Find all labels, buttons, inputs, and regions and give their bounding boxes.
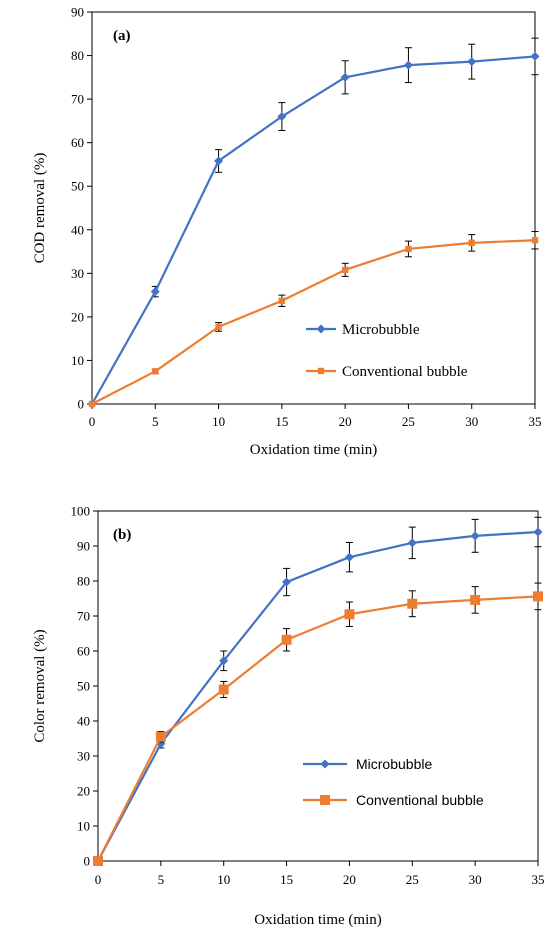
data-point <box>407 598 418 609</box>
y-axis-title: COD removal (%) <box>32 153 48 264</box>
x-tick-label: 15 <box>280 872 293 887</box>
data-point <box>407 538 417 548</box>
legend-entry-microbubble: Microbubble <box>303 756 432 772</box>
x-tick-label: 35 <box>532 872 545 887</box>
y-tick-label: 50 <box>77 679 90 694</box>
data-point <box>468 239 475 247</box>
panel-label: (b) <box>113 527 131 543</box>
y-tick-label: 40 <box>71 222 84 237</box>
y-tick-label: 20 <box>71 309 84 324</box>
data-point <box>218 684 229 695</box>
data-point <box>470 531 480 541</box>
series-microbubble <box>87 37 540 409</box>
data-point <box>403 60 413 70</box>
x-tick-label: 5 <box>158 872 165 887</box>
data-point <box>531 237 539 244</box>
data-point <box>155 731 166 742</box>
data-point <box>467 57 477 67</box>
y-axis-title: Color removal (%) <box>32 629 48 742</box>
x-tick-label: 5 <box>152 414 159 429</box>
legend-label: Microbubble <box>356 756 432 772</box>
data-point <box>530 51 540 61</box>
data-point <box>150 287 160 297</box>
x-tick-label: 10 <box>217 872 230 887</box>
y-tick-label: 50 <box>71 179 84 194</box>
x-tick-label: 25 <box>402 414 415 429</box>
x-tick-label: 30 <box>465 414 478 429</box>
x-tick-label: 35 <box>529 414 542 429</box>
plot-frame <box>91 11 536 405</box>
legend-entry-conventional-bubble: Conventional bubble <box>306 364 468 380</box>
y-tick-label: 80 <box>77 574 90 589</box>
y-tick-label: 70 <box>77 609 90 624</box>
x-axis-title: Oxidation time (min) <box>250 442 377 458</box>
panel-label: (a) <box>113 28 131 44</box>
data-point <box>344 552 354 562</box>
legend-label: Conventional bubble <box>356 792 484 808</box>
x-axis-title: Oxidation time (min) <box>254 912 381 928</box>
y-tick-label: 0 <box>78 397 85 412</box>
x-tick-label: 15 <box>275 414 288 429</box>
legend-marker <box>316 324 326 334</box>
x-tick-label: 10 <box>212 414 225 429</box>
data-point <box>219 656 229 666</box>
y-tick-label: 30 <box>71 266 84 281</box>
series-line <box>97 530 539 862</box>
color-removal-chart: 0 10 20 30 40 50 60 70 80 90 100 0 5 10 15 20 25 30 35 Oxid… <box>32 504 545 929</box>
x-tick-label: 30 <box>469 872 482 887</box>
series-line <box>91 55 536 405</box>
cod-removal-chart: 0 10 20 30 40 50 60 70 80 90 0 5 10 15 20 25 30 35 Oxidati… <box>32 5 542 459</box>
legend-entry-conventional-bubble: Conventional bubble <box>303 792 484 808</box>
y-tick-label: 30 <box>77 749 90 764</box>
series-line <box>97 595 539 862</box>
y-tick-label: 90 <box>71 5 84 20</box>
legend-entry-microbubble: Microbubble <box>306 322 420 338</box>
y-tick-label: 10 <box>77 819 90 834</box>
data-point <box>214 156 224 166</box>
series-conventional-bubble <box>93 582 543 866</box>
data-point <box>533 591 543 602</box>
series-line <box>91 239 536 405</box>
data-point <box>277 112 287 122</box>
data-point <box>93 856 103 866</box>
data-point <box>340 72 350 82</box>
y-tick-label: 40 <box>77 714 90 729</box>
legend-marker <box>317 367 325 375</box>
y-tick-label: 10 <box>71 353 84 368</box>
data-point <box>344 609 355 620</box>
y-tick-label: 70 <box>71 92 84 107</box>
y-tick-label: 100 <box>71 504 91 519</box>
data-point <box>282 577 292 587</box>
legend-label: Conventional bubble <box>342 364 468 380</box>
y-tick-label: 90 <box>77 539 90 554</box>
data-point <box>278 297 286 304</box>
data-point <box>405 245 412 253</box>
data-point <box>152 368 159 375</box>
y-tick-label: 20 <box>77 784 90 799</box>
data-point <box>470 594 481 605</box>
legend-marker <box>320 795 330 805</box>
legend-label: Microbubble <box>342 322 420 338</box>
y-tick-label: 60 <box>71 135 84 150</box>
x-tick-label: 20 <box>343 872 356 887</box>
y-tick-label: 60 <box>77 644 90 659</box>
data-point <box>215 323 222 331</box>
series-conventional-bubble <box>88 231 539 408</box>
legend-marker <box>320 759 330 769</box>
series-microbubble <box>93 516 543 866</box>
y-tick-label: 0 <box>84 854 91 869</box>
data-point <box>533 527 543 537</box>
data-point <box>281 634 292 645</box>
data-point <box>341 266 349 274</box>
x-tick-label: 0 <box>95 872 102 887</box>
x-tick-label: 0 <box>89 414 96 429</box>
plot-frame <box>97 510 539 862</box>
x-tick-label: 25 <box>406 872 419 887</box>
y-tick-label: 80 <box>71 48 84 63</box>
x-tick-label: 20 <box>339 414 352 429</box>
data-point <box>88 400 96 408</box>
